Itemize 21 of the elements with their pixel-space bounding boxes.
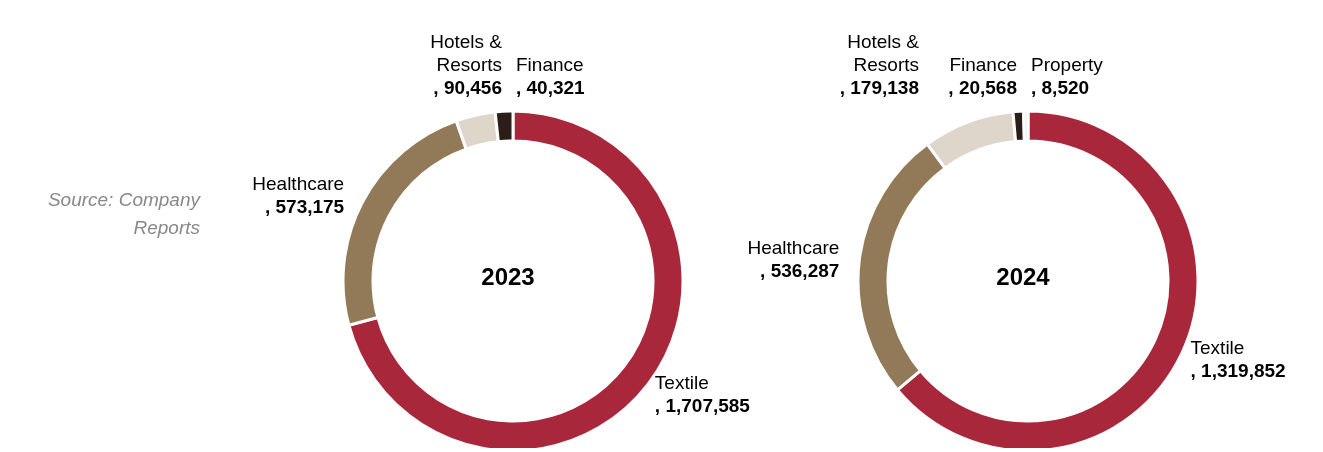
source-note: Source: Company Reports [46, 188, 200, 240]
slice-label: Property [1031, 54, 1104, 75]
data-label: , 1,319,852 [1190, 360, 1286, 382]
data-label: , 573,175 [264, 196, 345, 218]
data-label: , 1,707,585 [654, 394, 751, 416]
slice-label: Finance [949, 54, 1017, 75]
text: 2023 [481, 262, 535, 290]
data-label: , 20,568 [948, 77, 1017, 98]
data-label: , 90,456 [433, 77, 502, 98]
data-label: , 536,287 [760, 259, 840, 281]
data-label: , 8,520 [1031, 77, 1090, 98]
slice-label: Hotels & Resorts [430, 31, 503, 75]
slice-label: Hotels & Resorts [847, 31, 920, 75]
slice-label: Textile [654, 371, 709, 393]
text: 2024 [996, 262, 1051, 290]
data-label: , 179,138 [839, 77, 919, 98]
slice-label: Textile [1190, 337, 1245, 359]
slice-label: Healthcare [747, 236, 840, 258]
slice-label: Healthcare [252, 173, 345, 195]
data-label: , 40,321 [516, 77, 586, 98]
slice-label: Finance [516, 54, 584, 75]
